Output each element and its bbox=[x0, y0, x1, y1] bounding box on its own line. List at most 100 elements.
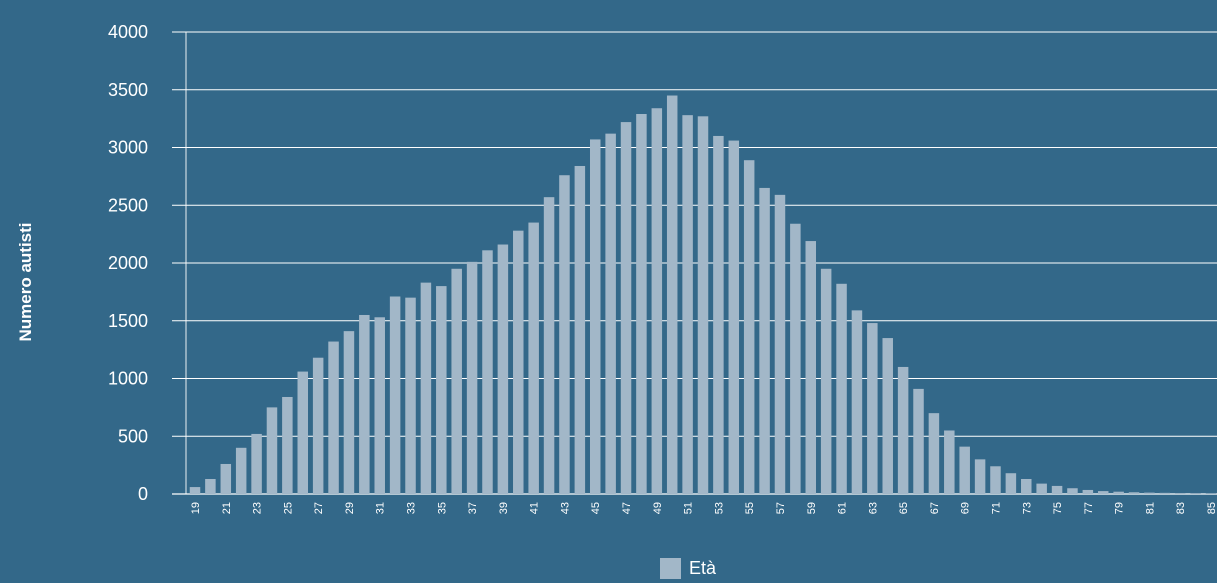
bar bbox=[312, 357, 324, 494]
x-tick-label: 43 bbox=[559, 502, 571, 514]
bar bbox=[251, 433, 262, 494]
bar bbox=[605, 133, 616, 494]
bar bbox=[697, 116, 709, 494]
bar bbox=[1128, 492, 1140, 494]
y-tick-label: 4000 bbox=[108, 22, 148, 42]
bar bbox=[682, 115, 693, 494]
x-tick-label: 65 bbox=[898, 502, 910, 514]
y-axis-label: Numero autisti bbox=[16, 222, 35, 342]
bar bbox=[1005, 473, 1017, 494]
x-tick-label: 31 bbox=[375, 502, 387, 514]
bar bbox=[482, 250, 493, 494]
bar bbox=[713, 135, 724, 494]
bar bbox=[528, 222, 539, 494]
x-tick-label: 23 bbox=[252, 502, 264, 514]
bar bbox=[328, 341, 339, 494]
bar bbox=[297, 371, 309, 494]
x-tick-label: 83 bbox=[1175, 502, 1187, 514]
bar bbox=[743, 160, 755, 494]
x-tick-label: 59 bbox=[806, 502, 818, 514]
y-tick-label: 1500 bbox=[108, 311, 148, 331]
x-tick-label: 63 bbox=[867, 502, 879, 514]
x-tick-label: 45 bbox=[590, 502, 602, 514]
bar bbox=[359, 314, 370, 494]
x-tick-label: 71 bbox=[990, 502, 1002, 514]
bar bbox=[389, 296, 401, 494]
bar bbox=[836, 283, 847, 494]
x-tick-label: 85 bbox=[1206, 502, 1217, 514]
x-tick-label: 51 bbox=[683, 502, 695, 514]
bar bbox=[990, 466, 1001, 494]
bar bbox=[728, 140, 740, 494]
x-tick-label: 73 bbox=[1021, 502, 1033, 514]
bar bbox=[235, 447, 247, 494]
bar bbox=[959, 446, 970, 494]
bar bbox=[897, 366, 909, 494]
x-tick-labels: 19 21 23 25 27 29 31 33 35 37 39 41 43 45 47 49 51 53 55 57… bbox=[190, 502, 1217, 514]
x-tick-label: 47 bbox=[621, 502, 633, 514]
x-tick-label: 75 bbox=[1052, 502, 1064, 514]
bar bbox=[1205, 493, 1217, 494]
bar bbox=[1051, 485, 1063, 494]
x-tick-label: 39 bbox=[498, 502, 510, 514]
bar bbox=[867, 323, 878, 494]
x-tick-label: 81 bbox=[1144, 502, 1156, 514]
bar bbox=[189, 487, 201, 494]
bar bbox=[1067, 488, 1078, 494]
bar bbox=[559, 175, 570, 494]
y-tick-label: 3500 bbox=[108, 80, 148, 100]
bars bbox=[189, 95, 1217, 495]
y-tick-labels: 0 500 1000 1500 2000 2500 3000 3500 4000 bbox=[108, 22, 148, 504]
y-tick-label: 0 bbox=[138, 484, 148, 504]
bar bbox=[1082, 489, 1094, 494]
x-tick-label: 27 bbox=[313, 502, 325, 514]
x-tick-label: 69 bbox=[960, 502, 972, 514]
bar bbox=[1159, 492, 1171, 494]
bar bbox=[420, 282, 432, 494]
bar bbox=[451, 268, 462, 494]
bar bbox=[974, 459, 986, 494]
bar bbox=[513, 230, 524, 494]
bar bbox=[1097, 491, 1109, 494]
bar bbox=[774, 194, 786, 495]
x-tick-label: 61 bbox=[837, 502, 849, 514]
bar bbox=[1036, 483, 1047, 494]
x-tick-label: 41 bbox=[529, 502, 541, 514]
x-tick-label: 19 bbox=[190, 502, 202, 514]
legend-swatch bbox=[660, 557, 681, 579]
y-tick-label: 2500 bbox=[108, 195, 148, 215]
x-tick-label: 77 bbox=[1083, 502, 1095, 514]
bar bbox=[1144, 492, 1155, 494]
x-tick-label: 37 bbox=[467, 502, 479, 514]
x-tick-label: 67 bbox=[929, 502, 941, 514]
bar bbox=[589, 139, 601, 495]
bar bbox=[574, 165, 586, 495]
bar bbox=[466, 261, 478, 494]
bar bbox=[1113, 491, 1124, 494]
bar bbox=[913, 388, 924, 494]
bar bbox=[805, 241, 817, 494]
x-tick-label: 33 bbox=[406, 502, 418, 514]
bar bbox=[759, 187, 770, 494]
bar bbox=[944, 430, 955, 494]
bar bbox=[266, 407, 278, 495]
bar bbox=[282, 396, 293, 494]
bar bbox=[620, 122, 632, 494]
bar bbox=[374, 317, 385, 494]
bar bbox=[928, 413, 940, 494]
x-tick-label: 25 bbox=[282, 502, 294, 514]
x-tick-label: 49 bbox=[652, 502, 664, 514]
bar bbox=[820, 268, 832, 494]
bar bbox=[1021, 478, 1032, 494]
y-tick-label: 2000 bbox=[108, 253, 148, 273]
bar bbox=[1174, 493, 1186, 494]
y-tick-label: 1000 bbox=[108, 369, 148, 389]
x-tick-label: 57 bbox=[775, 502, 787, 514]
bar bbox=[1190, 493, 1201, 494]
x-tick-label: 53 bbox=[713, 502, 725, 514]
legend-label: Età bbox=[689, 557, 717, 578]
x-tick-label: 79 bbox=[1114, 502, 1126, 514]
y-tick-label: 3000 bbox=[108, 138, 148, 158]
bar bbox=[343, 331, 355, 494]
